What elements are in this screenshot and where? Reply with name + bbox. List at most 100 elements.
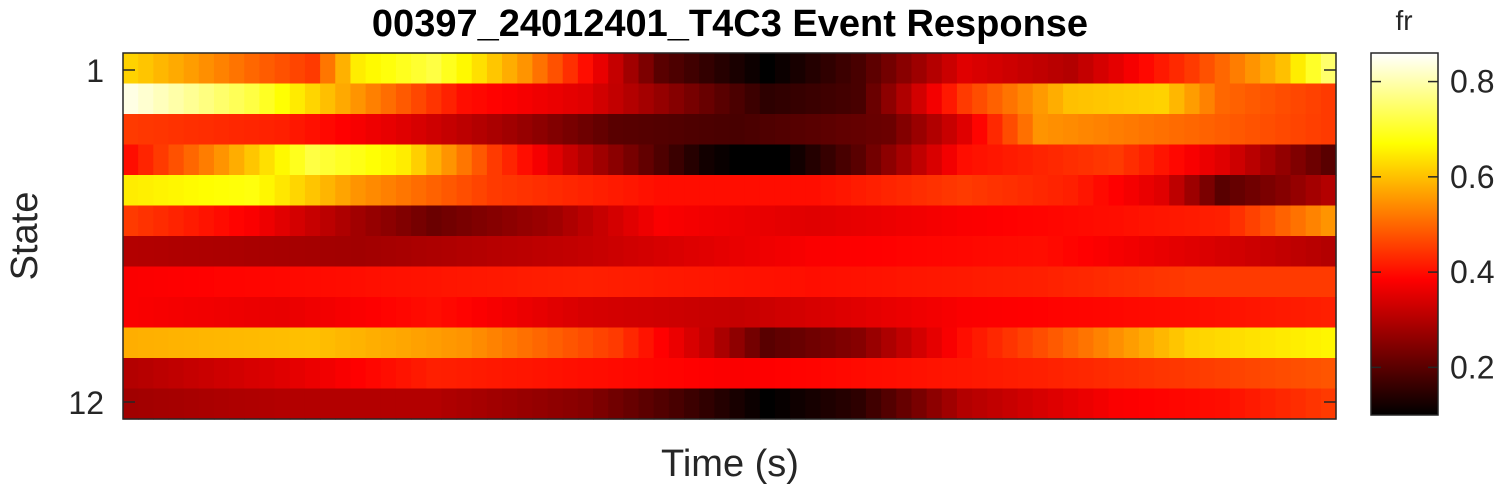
heatmap-cell <box>714 327 731 359</box>
heatmap-cell <box>153 327 170 359</box>
heatmap-cell <box>380 236 397 268</box>
heatmap-cell <box>1002 83 1019 115</box>
colorbar-tick-label: 0.2 <box>1450 349 1494 385</box>
heatmap-cell <box>502 266 518 298</box>
heatmap-cell <box>608 114 624 146</box>
heatmap-cell <box>987 327 1004 359</box>
heatmap-cell <box>138 144 154 176</box>
heatmap-cell <box>1154 175 1170 207</box>
heatmap-cell <box>926 53 943 85</box>
heatmap-cell <box>517 297 533 329</box>
x-axis-label: Time (s) <box>661 443 799 485</box>
heatmap-cell <box>304 175 321 207</box>
heatmap-cell <box>593 53 609 85</box>
heatmap-cell <box>774 175 791 207</box>
heatmap-cell <box>1017 327 1034 359</box>
heatmap-cell <box>1093 358 1110 390</box>
heatmap-cell <box>1184 297 1201 329</box>
heatmap-cell <box>350 53 367 85</box>
heatmap-cell <box>1108 175 1125 207</box>
heatmap-cell <box>1002 327 1019 359</box>
heatmap-cell <box>1032 114 1049 146</box>
heatmap-cell <box>320 83 336 115</box>
heatmap-cell <box>865 83 882 115</box>
heatmap-cell <box>1275 266 1292 298</box>
heatmap-cell <box>213 327 230 359</box>
heatmap-cell <box>1032 266 1049 298</box>
heatmap-cell <box>1199 266 1216 298</box>
heatmap-cell <box>1108 297 1125 329</box>
heatmap-cell <box>441 175 458 207</box>
heatmap-cell <box>1229 175 1246 207</box>
heatmap-cell <box>941 205 958 237</box>
heatmap-cell <box>335 236 352 268</box>
heatmap-cell <box>289 327 306 359</box>
heatmap-cell <box>881 144 897 176</box>
heatmap-cell <box>1320 83 1337 115</box>
heatmap-cell <box>926 266 943 298</box>
heatmap-cell <box>759 83 776 115</box>
heatmap-cell <box>304 83 321 115</box>
heatmap-cell <box>1214 358 1231 390</box>
heatmap-cell <box>532 144 549 176</box>
heatmap-cell <box>547 114 564 146</box>
heatmap-cell <box>608 297 624 329</box>
heatmap-cell <box>183 388 200 420</box>
heatmap-cell <box>623 388 640 420</box>
heatmap-cell <box>138 175 154 207</box>
heatmap-cell <box>517 388 533 420</box>
heatmap-cell <box>987 236 1004 268</box>
heatmap-cell <box>926 175 943 207</box>
heatmap-cell <box>790 144 806 176</box>
heatmap-cell <box>335 205 352 237</box>
heatmap-cell <box>441 53 458 85</box>
heatmap-cell <box>881 266 897 298</box>
heatmap-cell <box>502 236 518 268</box>
heatmap-cell <box>729 175 746 207</box>
heatmap-cell <box>577 83 594 115</box>
heatmap-cell <box>138 266 154 298</box>
heatmap-cell <box>1063 358 1079 390</box>
heatmap-cell <box>1199 175 1216 207</box>
heatmap-cell <box>123 144 139 176</box>
heatmap-cell <box>138 327 154 359</box>
heatmap-cell <box>941 175 958 207</box>
heatmap-cell <box>1214 266 1231 298</box>
heatmap-cell <box>1320 144 1337 176</box>
heatmap-cell <box>1229 205 1246 237</box>
heatmap-cell <box>956 175 973 207</box>
heatmap-cell <box>380 358 397 390</box>
heatmap-cell <box>896 297 913 329</box>
heatmap-cell <box>1138 144 1155 176</box>
heatmap-cell <box>259 388 276 420</box>
heatmap-cell <box>259 175 276 207</box>
heatmap-cell <box>1275 236 1292 268</box>
heatmap-cell <box>1032 175 1049 207</box>
heatmap-cell <box>350 175 367 207</box>
heatmap-cell <box>972 175 988 207</box>
heatmap-cell <box>562 53 579 85</box>
heatmap-cell <box>1320 358 1337 390</box>
heatmap-cell <box>1184 83 1201 115</box>
heatmap-cell <box>911 236 928 268</box>
heatmap-cell <box>820 83 837 115</box>
heatmap-cell <box>638 358 655 390</box>
heatmap-cell <box>304 358 321 390</box>
heatmap-cell <box>426 266 443 298</box>
heatmap-cell <box>714 83 731 115</box>
heatmap-cell <box>1214 175 1231 207</box>
heatmap-cell <box>320 358 336 390</box>
heatmap-cell <box>1260 388 1276 420</box>
heatmap-cell <box>198 83 215 115</box>
heatmap-cell <box>502 327 518 359</box>
heatmap-cell <box>1032 388 1049 420</box>
heatmap-cell <box>1154 388 1170 420</box>
heatmap-cell <box>441 114 458 146</box>
heatmap-cell <box>471 388 488 420</box>
heatmap-cell <box>1260 83 1276 115</box>
heatmap-cell <box>805 388 822 420</box>
heatmap-cell <box>956 83 973 115</box>
heatmap-cell <box>881 83 897 115</box>
heatmap-cell <box>699 358 715 390</box>
heatmap-cell <box>1154 236 1170 268</box>
